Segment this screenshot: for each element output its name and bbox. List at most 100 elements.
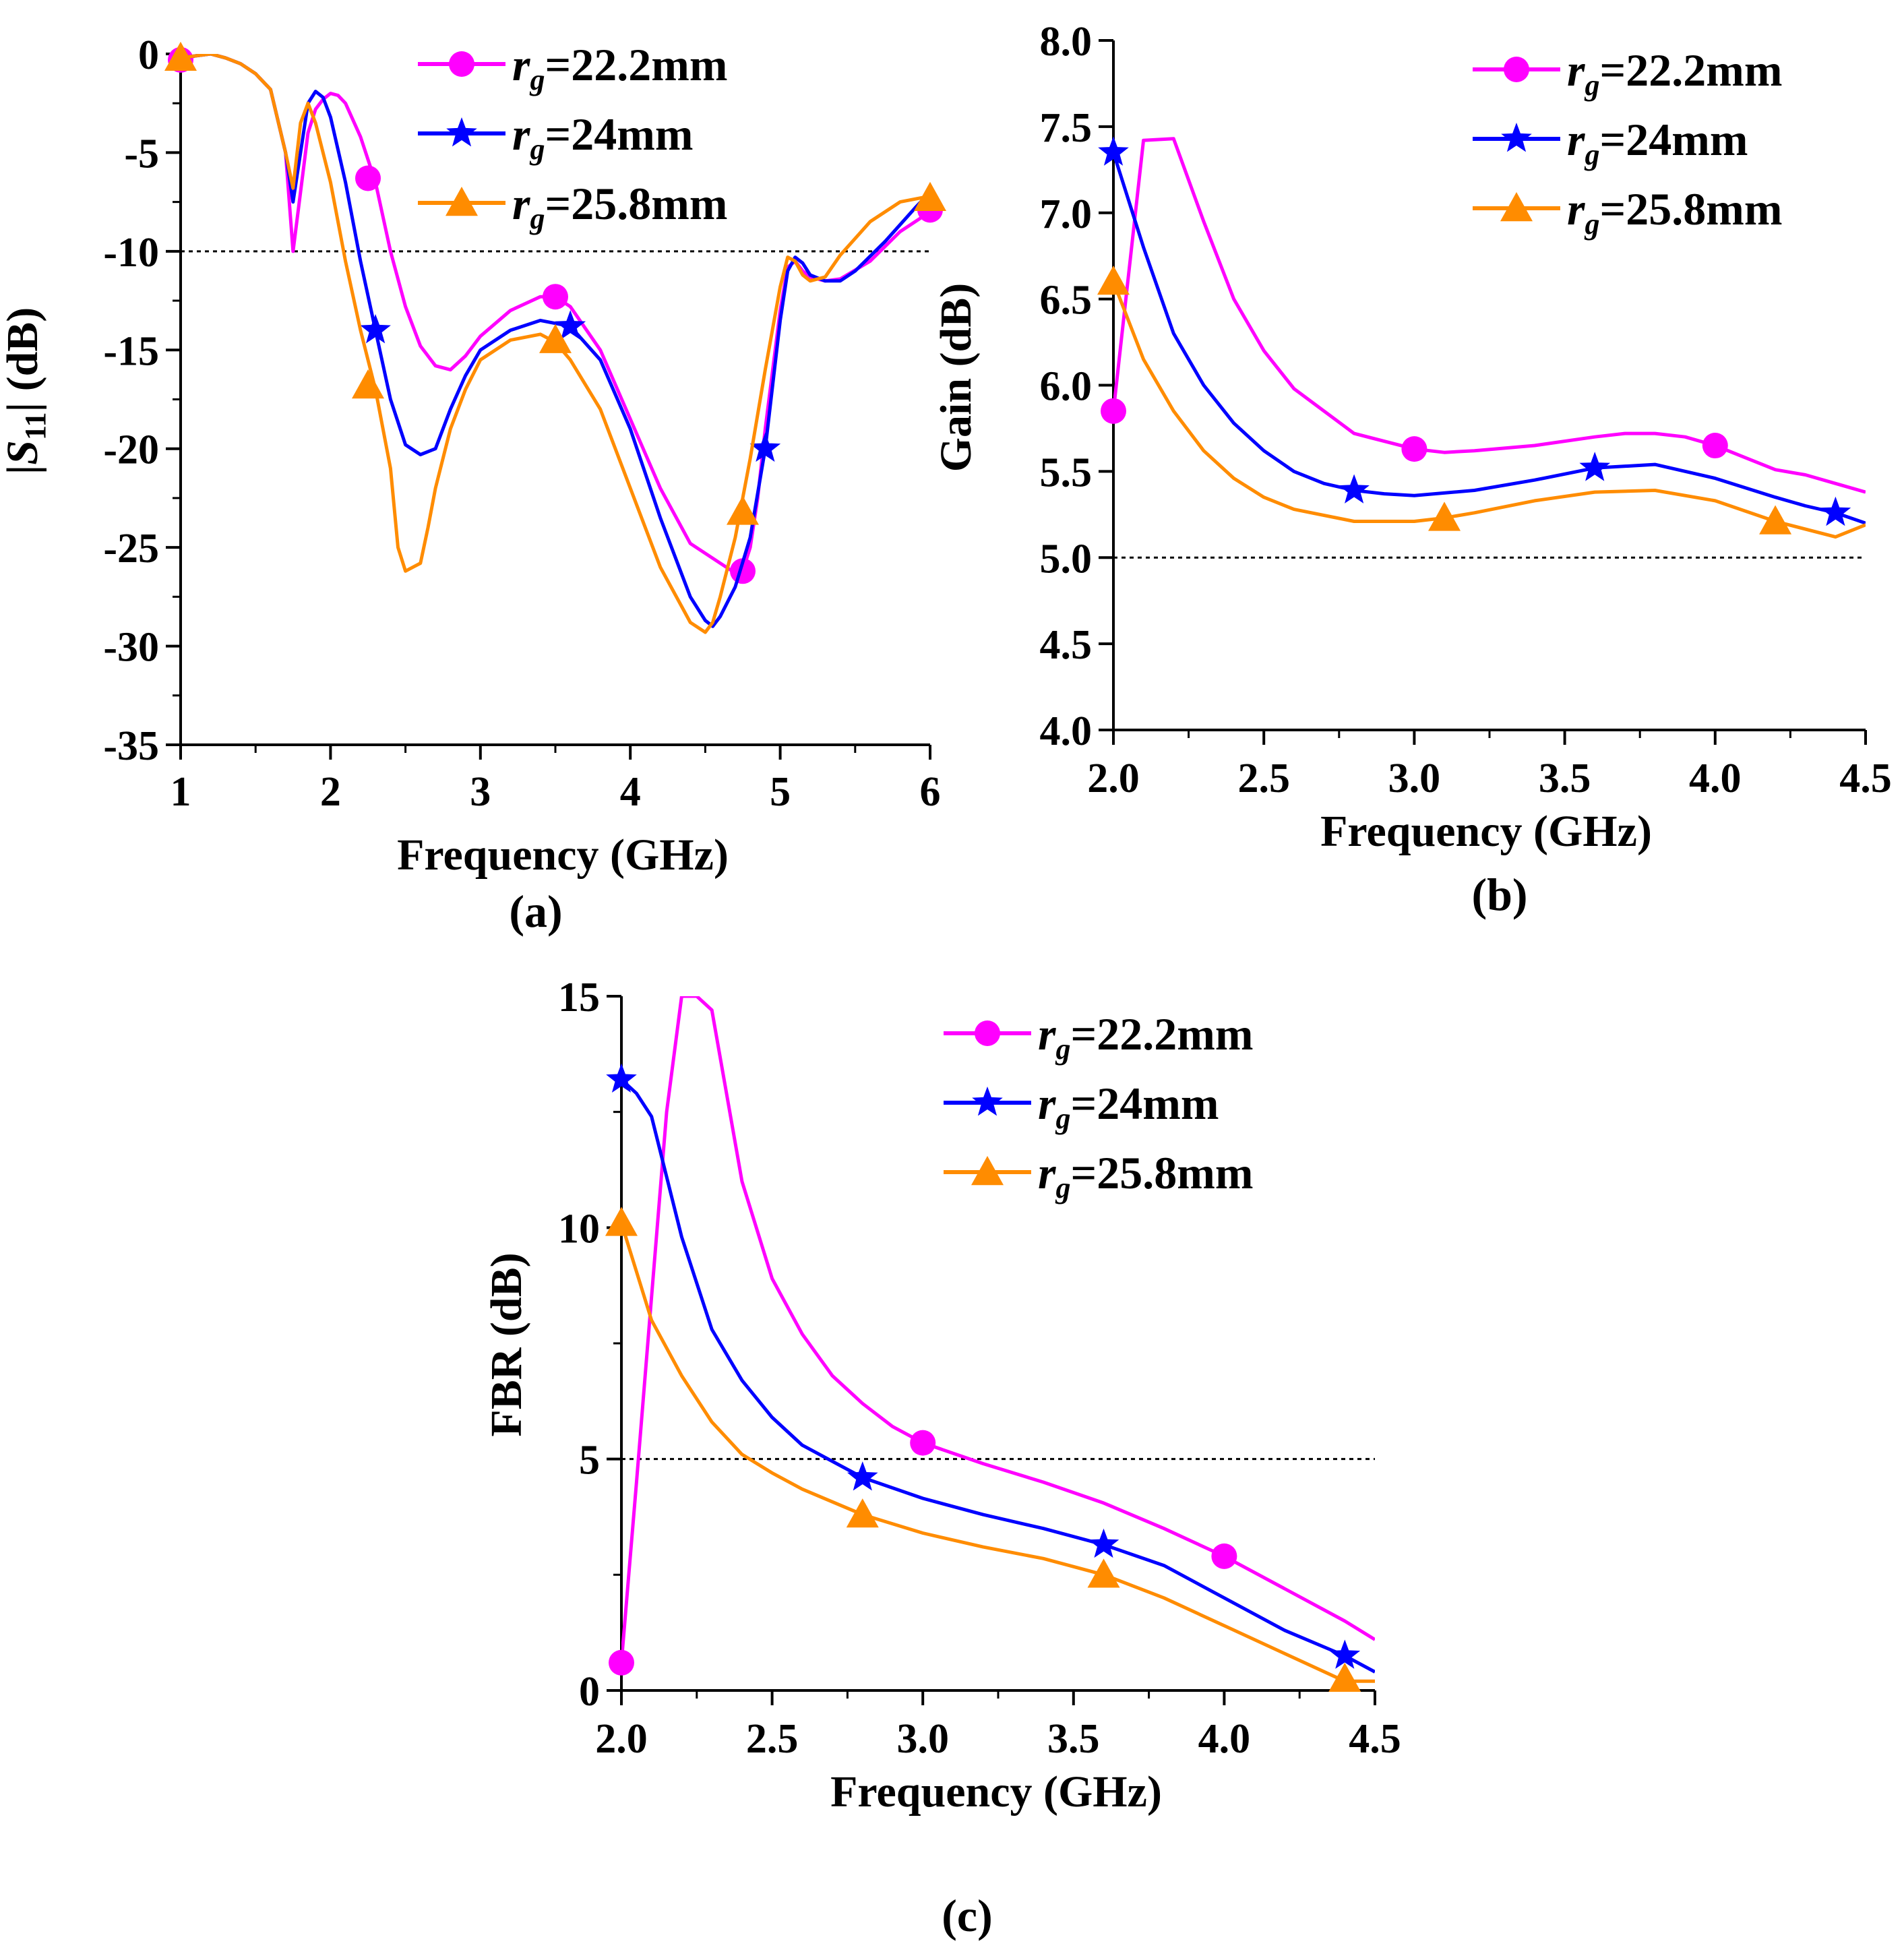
- data-point: [605, 1207, 638, 1236]
- data-point: [355, 165, 381, 191]
- data-point: [1088, 1528, 1119, 1558]
- series-1: [1113, 152, 1866, 525]
- data-point: [730, 558, 756, 584]
- legend-marker: [975, 1020, 1000, 1046]
- legend-marker: [446, 187, 478, 216]
- legend-item: rg=22.2mm: [418, 39, 728, 96]
- data-point: [1087, 1558, 1120, 1588]
- y-tick-label: -10: [103, 230, 159, 276]
- series-line: [621, 1078, 1375, 1674]
- legend-marker: [449, 51, 474, 77]
- data-point: [609, 1649, 634, 1676]
- y-tick-label: 15: [558, 975, 600, 1020]
- legend-label: rg=24mm: [512, 109, 694, 166]
- chart-a: 1 2 3 4 5 6 -35 -30 -25 -20 -15 -10 -5 0 rg=22.2mm rg=2…: [0, 32, 946, 937]
- data-point: [555, 310, 586, 340]
- x-tick-label: 2.0: [595, 1716, 648, 1762]
- x-axis-label: Frequency (GHz): [830, 1767, 1162, 1816]
- y-tick-label: -5: [124, 131, 159, 177]
- y-tick-label: -35: [103, 723, 159, 769]
- x-tick-label: 2.5: [1237, 756, 1290, 801]
- series-markers-2: [164, 41, 946, 525]
- legend-label: rg=25.8mm: [1038, 1147, 1254, 1204]
- legend-item: rg=24mm: [418, 109, 694, 166]
- data-point: [352, 369, 384, 399]
- x-tick-label: 4.0: [1198, 1716, 1251, 1762]
- legend-marker: [971, 1156, 1004, 1186]
- x-tick-label: 2: [320, 769, 341, 815]
- data-point: [1759, 505, 1792, 535]
- legend-label: rg=25.8mm: [1567, 183, 1783, 241]
- series-1: [621, 1078, 1375, 1674]
- legend-label: rg=22.2mm: [1567, 44, 1783, 102]
- series-line: [1113, 281, 1866, 539]
- data-point: [543, 284, 568, 310]
- series-markers-0: [609, 1430, 1237, 1676]
- chart-b: 2.0 2.5 3.0 3.5 4.0 4.5 4.0 4.5 5.0 5.5 6.0 6.5 7.0 7…: [931, 19, 1892, 920]
- x-tick-label: 5: [770, 769, 791, 815]
- series-line: [181, 54, 930, 628]
- legend-item: rg=24mm: [1473, 114, 1748, 171]
- legend-marker: [1504, 57, 1529, 82]
- x-tick-label: 2.0: [1087, 756, 1140, 801]
- series-markers-2: [605, 1207, 1361, 1692]
- data-point: [847, 1461, 878, 1491]
- y-tick-label: 8.0: [1040, 19, 1093, 65]
- data-point: [1428, 501, 1461, 531]
- data-point: [727, 495, 759, 525]
- series-markers-1: [606, 1063, 1361, 1669]
- y-tick-label: -20: [103, 427, 159, 473]
- series-1: [181, 54, 930, 628]
- series-line: [181, 54, 930, 634]
- legend-marker: [972, 1087, 1003, 1116]
- series-markers-1: [1098, 136, 1851, 526]
- y-tick-label: 6.5: [1040, 278, 1093, 324]
- series-2: [181, 54, 930, 634]
- y-tick-label: 4.5: [1040, 622, 1093, 668]
- x-tick-label: 4.5: [1839, 756, 1892, 801]
- legend-marker: [1501, 123, 1532, 152]
- y-tick-label: 0: [138, 32, 159, 78]
- data-point: [1097, 266, 1130, 295]
- legend-item: rg=25.8mm: [1473, 183, 1783, 241]
- y-tick-label: -30: [103, 625, 159, 671]
- data-point: [1401, 436, 1427, 462]
- panel-caption: (c): [942, 1890, 992, 1941]
- data-point: [1329, 1639, 1361, 1669]
- y-tick-label: 0: [579, 1669, 600, 1715]
- y-tick-label: 4.0: [1040, 708, 1093, 754]
- series-0: [621, 996, 1375, 1663]
- series-0: [1113, 137, 1866, 494]
- x-axis-label: Frequency (GHz): [1320, 807, 1652, 856]
- x-tick-label: 2.5: [746, 1716, 799, 1762]
- series-markers-0: [1101, 398, 1728, 462]
- x-tick-label: 3.0: [896, 1716, 949, 1762]
- panel-caption: (b): [1471, 869, 1527, 920]
- legend-label: rg=22.2mm: [512, 39, 728, 96]
- y-tick-label: 10: [558, 1206, 600, 1252]
- data-point: [1820, 496, 1851, 526]
- legend-item: rg=24mm: [944, 1078, 1219, 1135]
- y-axis-label: |S11| (dB): [0, 307, 52, 475]
- legend-item: rg=22.2mm: [1473, 44, 1783, 102]
- series-2: [1113, 281, 1866, 539]
- x-tick-label: 3.0: [1388, 756, 1441, 801]
- data-point: [1101, 398, 1126, 424]
- y-tick-label: 7.0: [1040, 191, 1093, 237]
- y-axis-label: Gain (dB): [931, 283, 981, 472]
- x-tick-label: 4.0: [1689, 756, 1742, 801]
- y-tick-label: 7.5: [1040, 105, 1093, 151]
- legend-label: rg=22.2mm: [1038, 1008, 1254, 1066]
- data-point: [606, 1063, 637, 1093]
- x-tick-label: 4.5: [1349, 1716, 1401, 1762]
- legend-marker: [446, 117, 477, 147]
- legend-marker: [1500, 192, 1533, 222]
- series-line: [621, 996, 1375, 1663]
- chart-c: 2.0 2.5 3.0 3.5 4.0 4.5 0 5 10 15 rg=22.2mm rg=24mm…: [482, 975, 1401, 1941]
- legend-item: rg=25.8mm: [944, 1147, 1254, 1204]
- y-axis-label: FBR (dB): [482, 1252, 531, 1436]
- series-2: [621, 1222, 1375, 1683]
- data-point: [846, 1498, 879, 1528]
- legend-label: rg=24mm: [1567, 114, 1748, 171]
